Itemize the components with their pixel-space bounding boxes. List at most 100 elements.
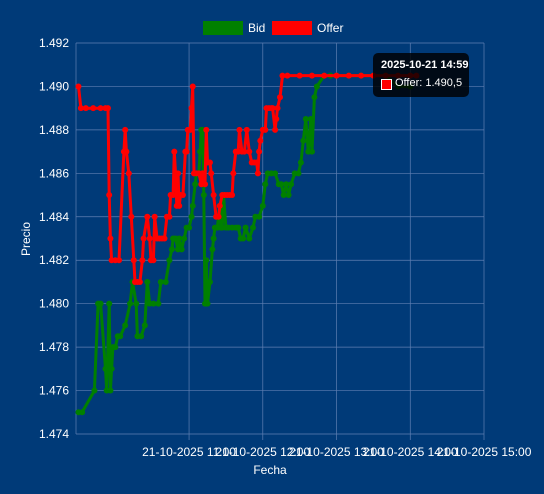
data-point-offer[interactable] [97, 105, 104, 112]
data-point-offer[interactable] [146, 235, 153, 242]
data-point-bid[interactable] [127, 300, 134, 307]
data-point-offer[interactable] [128, 213, 135, 220]
data-point-offer[interactable] [144, 213, 151, 220]
data-point-offer[interactable] [170, 192, 177, 199]
legend-item-bid[interactable]: Bid [203, 21, 265, 35]
data-point-offer[interactable] [122, 126, 129, 133]
data-point-offer[interactable] [123, 148, 130, 155]
data-point-bid[interactable] [283, 181, 290, 188]
data-point-offer[interactable] [107, 235, 114, 242]
data-point-bid[interactable] [176, 235, 183, 242]
data-point-bid[interactable] [157, 278, 164, 285]
data-point-offer[interactable] [75, 83, 82, 90]
data-point-offer[interactable] [161, 235, 168, 242]
data-point-offer[interactable] [236, 126, 243, 133]
data-point-bid[interactable] [189, 202, 196, 209]
data-point-bid[interactable] [155, 300, 162, 307]
data-point-offer[interactable] [106, 192, 113, 199]
data-point-bid[interactable] [204, 300, 211, 307]
data-point-offer[interactable] [279, 72, 286, 79]
data-point-bid[interactable] [166, 257, 173, 264]
data-point-bid[interactable] [97, 300, 104, 307]
data-point-bid[interactable] [203, 257, 210, 264]
data-point-bid[interactable] [246, 235, 253, 242]
data-point-offer[interactable] [130, 257, 137, 264]
data-point-offer[interactable] [208, 170, 215, 177]
data-point-bid[interactable] [107, 387, 114, 394]
data-point-bid[interactable] [285, 192, 292, 199]
data-point-offer[interactable] [321, 72, 328, 79]
data-point-offer[interactable] [254, 170, 261, 177]
data-point-offer[interactable] [216, 202, 223, 209]
data-point-bid[interactable] [280, 192, 287, 199]
data-point-offer[interactable] [189, 83, 196, 90]
data-point-offer[interactable] [202, 181, 209, 188]
data-point-bid[interactable] [210, 235, 217, 242]
data-point-bid[interactable] [249, 224, 256, 231]
data-point-offer[interactable] [246, 148, 253, 155]
data-point-offer[interactable] [171, 148, 178, 155]
data-point-bid[interactable] [209, 246, 216, 253]
data-point-bid[interactable] [272, 170, 279, 177]
data-point-bid[interactable] [79, 409, 86, 416]
data-point-bid[interactable] [302, 116, 309, 123]
data-point-bid[interactable] [102, 365, 109, 372]
data-point-offer[interactable] [151, 213, 158, 220]
data-point-bid[interactable] [162, 278, 169, 285]
data-point-offer[interactable] [150, 257, 157, 264]
data-point-offer[interactable] [140, 235, 147, 242]
data-point-offer[interactable] [230, 170, 237, 177]
data-point-offer[interactable] [104, 105, 111, 112]
data-point-bid[interactable] [141, 322, 148, 329]
data-point-offer[interactable] [199, 170, 206, 177]
data-point-bid[interactable] [181, 235, 188, 242]
data-point-offer[interactable] [175, 170, 181, 177]
data-point-offer[interactable] [241, 148, 248, 155]
data-point-offer[interactable] [179, 192, 186, 199]
data-point-offer[interactable] [187, 126, 194, 133]
data-point-bid[interactable] [308, 148, 315, 155]
data-point-offer[interactable] [229, 192, 236, 199]
data-point-offer[interactable] [256, 148, 263, 155]
data-point-bid[interactable] [206, 278, 213, 285]
data-point-bid[interactable] [311, 94, 318, 101]
data-point-offer[interactable] [257, 137, 264, 144]
data-point-offer[interactable] [308, 72, 315, 79]
data-point-bid[interactable] [197, 148, 204, 155]
data-point-bid[interactable] [242, 224, 249, 231]
data-point-offer[interactable] [273, 116, 280, 123]
data-point-offer[interactable] [274, 105, 281, 112]
data-point-offer[interactable] [183, 148, 190, 155]
data-point-bid[interactable] [122, 322, 129, 329]
data-point-offer[interactable] [358, 72, 365, 79]
data-point-bid[interactable] [138, 333, 145, 340]
data-point-bid[interactable] [307, 116, 314, 123]
data-point-offer[interactable] [333, 72, 340, 79]
data-point-offer[interactable] [272, 126, 279, 133]
legend-item-offer[interactable]: Offer [272, 21, 343, 35]
data-point-offer[interactable] [139, 257, 146, 264]
data-point-offer[interactable] [277, 94, 283, 101]
data-point-bid[interactable] [262, 181, 269, 188]
data-point-bid[interactable] [144, 278, 151, 285]
data-point-offer[interactable] [284, 72, 291, 79]
data-point-bid[interactable] [259, 202, 266, 209]
data-point-offer[interactable] [210, 192, 217, 199]
data-point-offer[interactable] [176, 202, 183, 209]
data-point-offer[interactable] [203, 126, 210, 133]
data-point-offer[interactable] [136, 278, 143, 285]
data-point-bid[interactable] [200, 192, 207, 199]
data-point-bid[interactable] [106, 300, 113, 307]
data-point-offer[interactable] [82, 105, 89, 112]
data-point-offer[interactable] [243, 126, 250, 133]
data-point-bid[interactable] [108, 365, 115, 372]
data-point-bid[interactable] [112, 344, 119, 351]
data-point-offer[interactable] [116, 257, 123, 264]
data-point-bid[interactable] [295, 170, 302, 177]
data-point-offer[interactable] [166, 213, 173, 220]
data-point-bid[interactable] [313, 83, 320, 90]
data-point-offer[interactable] [125, 170, 132, 177]
data-point-bid[interactable] [133, 300, 140, 307]
data-point-offer[interactable] [253, 159, 260, 166]
data-point-bid[interactable] [117, 333, 124, 340]
